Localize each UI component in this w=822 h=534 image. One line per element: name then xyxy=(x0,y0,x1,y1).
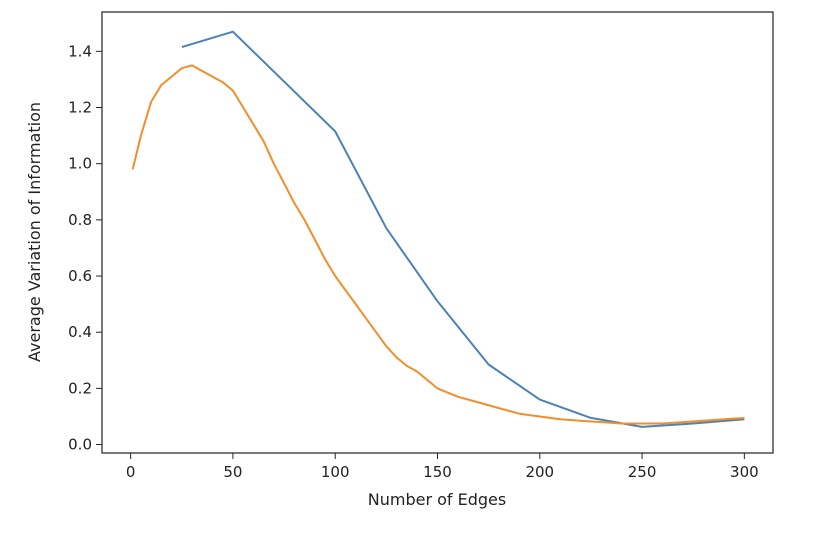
y-axis-label: Average Variation of Information xyxy=(25,102,44,362)
y-tick-label: 0.2 xyxy=(68,379,92,397)
y-axis-ticks: 0.0 0.2 0.4 0.6 0.8 1.0 1.2 1.4 xyxy=(68,42,102,454)
x-tick-label: 300 xyxy=(730,463,759,481)
x-tick-label: 200 xyxy=(525,463,554,481)
y-tick-label: 1.0 xyxy=(68,155,92,173)
plot-area xyxy=(101,11,774,454)
x-tick-label: 100 xyxy=(321,463,350,481)
x-tick-label: 250 xyxy=(628,463,657,481)
x-tick-label: 50 xyxy=(223,463,242,481)
y-tick-label: 0.8 xyxy=(68,211,92,229)
y-tick-label: 0.4 xyxy=(68,323,92,341)
x-axis-ticks: 0 50 100 150 200 250 300 xyxy=(126,453,759,481)
series-lines xyxy=(131,30,745,428)
y-tick-label: 1.2 xyxy=(68,99,92,117)
series-line-2 xyxy=(131,64,745,425)
x-tick-label: 0 xyxy=(126,463,136,481)
x-axis-label: Number of Edges xyxy=(368,490,506,509)
x-tick-label: 150 xyxy=(423,463,452,481)
y-tick-label: 0.0 xyxy=(68,436,92,454)
y-tick-label: 1.4 xyxy=(68,42,92,60)
y-tick-label: 0.6 xyxy=(68,267,92,285)
series-line-1 xyxy=(181,30,745,428)
